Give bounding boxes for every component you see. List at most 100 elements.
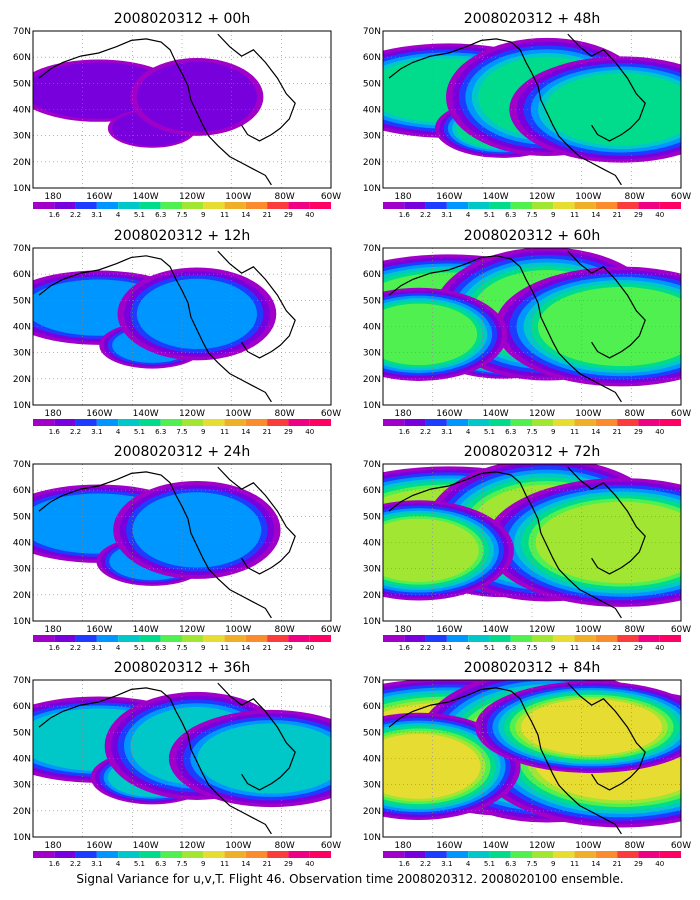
- lat-tick-label: 20N: [363, 591, 381, 601]
- colorbar-level-label: 9: [551, 860, 555, 868]
- colorbar-level-label: 14: [241, 428, 250, 436]
- colorbar-level-label: 1.6: [49, 428, 61, 436]
- colorbar-level-label: 14: [591, 211, 600, 219]
- colorbar-swatch: [267, 851, 289, 858]
- coastline: [38, 687, 272, 835]
- colorbar-level-label: 21: [263, 644, 272, 652]
- colorbar-swatch: [638, 202, 660, 209]
- colorbar-swatch: [404, 419, 426, 426]
- colorbar-swatch: [245, 635, 268, 642]
- lat-tick-label: 10N: [13, 833, 31, 843]
- lat-tick-label: 60N: [13, 270, 31, 280]
- panel-title: 2008020312 + 24h: [114, 444, 250, 460]
- map-panel: 2008020312 + 24h 10N 20N 30N 40N 50N 60N 70N 180…: [13, 444, 341, 652]
- coastline: [567, 682, 646, 791]
- coastline: [38, 255, 272, 403]
- colorbar-swatch: [404, 202, 426, 209]
- panel-title: 2008020312 + 72h: [464, 444, 600, 460]
- colorbar-level-label: 3.1: [441, 428, 452, 436]
- colorbar-level-label: 3.1: [91, 644, 102, 652]
- colorbar-level-label: 1.6: [399, 211, 411, 219]
- colorbar-swatch: [532, 419, 554, 426]
- colorbar-swatch: [75, 635, 97, 642]
- colorbar-level-label: 9: [201, 644, 205, 652]
- colorbar-swatch: [224, 851, 246, 858]
- lat-tick-label: 10N: [363, 833, 381, 843]
- colorbar-swatch: [553, 851, 575, 858]
- lon-tick-label: 60W: [671, 841, 691, 851]
- lon-tick-label: 160W: [436, 409, 462, 419]
- colorbar-swatch: [446, 419, 469, 426]
- colorbar-level-label: 14: [241, 211, 250, 219]
- colorbar-swatch: [309, 635, 331, 642]
- variance-contour: [136, 278, 257, 350]
- colorbar-swatch: [139, 202, 161, 209]
- colorbar-level-label: 1.6: [399, 860, 411, 868]
- colorbar-level-label: 7.5: [176, 211, 187, 219]
- colorbar-swatch: [139, 419, 161, 426]
- colorbar-swatch: [245, 202, 268, 209]
- colorbar-swatch: [182, 635, 204, 642]
- lon-tick-label: 180: [44, 409, 61, 419]
- colorbar-level-label: 7.5: [176, 860, 187, 868]
- lat-tick-label: 40N: [363, 323, 381, 333]
- colorbar-swatch: [404, 851, 426, 858]
- lat-tick-label: 40N: [13, 106, 31, 116]
- variance-contour: [197, 723, 331, 794]
- lon-tick-label: 80W: [274, 625, 294, 635]
- lat-tick-label: 70N: [13, 676, 31, 686]
- colorbar-level-label: 21: [613, 644, 622, 652]
- coastline: [388, 255, 622, 403]
- colorbar-swatch: [617, 635, 639, 642]
- colorbar-level-label: 7.5: [526, 860, 537, 868]
- map-panel: 2008020312 + 36h 10N 20N 30N 40N 50N 60N 70N 180…: [13, 660, 341, 868]
- colorbar-level-label: 5.1: [134, 428, 145, 436]
- colorbar-level-label: 4: [116, 211, 121, 219]
- map-frame: [382, 463, 682, 622]
- lon-tick-label: 160W: [436, 625, 462, 635]
- colorbar-level-label: 7.5: [176, 644, 187, 652]
- colorbar-swatch: [309, 202, 331, 209]
- colorbar-level-label: 29: [634, 211, 643, 219]
- lat-tick-label: 60N: [363, 270, 381, 280]
- colorbar-swatch: [553, 202, 575, 209]
- coastline: [567, 466, 646, 575]
- colorbar-level-label: 4: [466, 211, 471, 219]
- colorbar-level-label: 21: [263, 860, 272, 868]
- lon-tick-label: 160W: [436, 192, 462, 202]
- map-frame: [382, 30, 682, 189]
- colorbar-level-label: 5.1: [484, 860, 495, 868]
- lat-tick-label: 30N: [363, 349, 381, 359]
- colorbar-level-label: 3.1: [441, 644, 452, 652]
- lat-tick-label: 30N: [13, 132, 31, 142]
- lat-tick-label: 10N: [13, 184, 31, 194]
- colorbar-level-label: 3.1: [91, 428, 102, 436]
- lat-tick-label: 10N: [363, 401, 381, 411]
- map-frame: [32, 30, 332, 189]
- map-panel: 2008020312 + 84h 10N 20N 30N 40N 50N 60N 70N 180…: [363, 660, 691, 868]
- variance-contour: [383, 733, 481, 799]
- colorbar-level-label: 11: [220, 211, 229, 219]
- lon-tick-label: 180: [394, 625, 411, 635]
- map-frame: [32, 247, 332, 406]
- colorbar-level-label: 3.1: [91, 211, 102, 219]
- coastline: [388, 687, 622, 835]
- colorbar-level-label: 6.3: [505, 211, 516, 219]
- lon-tick-label: 160W: [86, 841, 112, 851]
- colorbar-swatch: [75, 419, 97, 426]
- colorbar-level-label: 9: [201, 860, 205, 868]
- panel-title: 2008020312 + 84h: [464, 660, 600, 676]
- lon-tick-label: 140W: [483, 841, 509, 851]
- colorbar-swatch: [404, 635, 426, 642]
- map-frame: [382, 247, 682, 406]
- colorbar-level-label: 14: [241, 860, 250, 868]
- panel-title: 2008020312 + 12h: [114, 228, 250, 244]
- variance-contour: [383, 303, 478, 366]
- colorbar-level-label: 14: [591, 860, 600, 868]
- colorbar-swatch: [532, 202, 554, 209]
- lat-tick-label: 70N: [363, 244, 381, 254]
- colorbar-swatch: [468, 851, 490, 858]
- lon-tick-label: 120W: [179, 841, 205, 851]
- colorbar-swatch: [75, 202, 97, 209]
- colorbar-swatch: [203, 635, 225, 642]
